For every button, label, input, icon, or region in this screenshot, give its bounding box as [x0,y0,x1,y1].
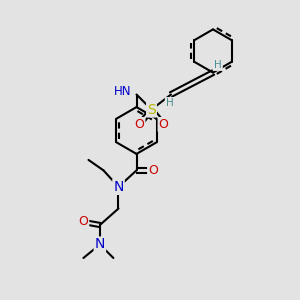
Text: H: H [166,98,173,108]
Text: N: N [113,180,124,194]
Text: O: O [135,118,144,131]
Text: HN: HN [114,85,132,98]
Text: N: N [95,238,105,251]
Text: S: S [147,103,156,116]
Text: O: O [148,164,158,177]
Text: O: O [159,118,168,131]
Text: H: H [214,60,222,70]
Text: O: O [79,215,88,229]
